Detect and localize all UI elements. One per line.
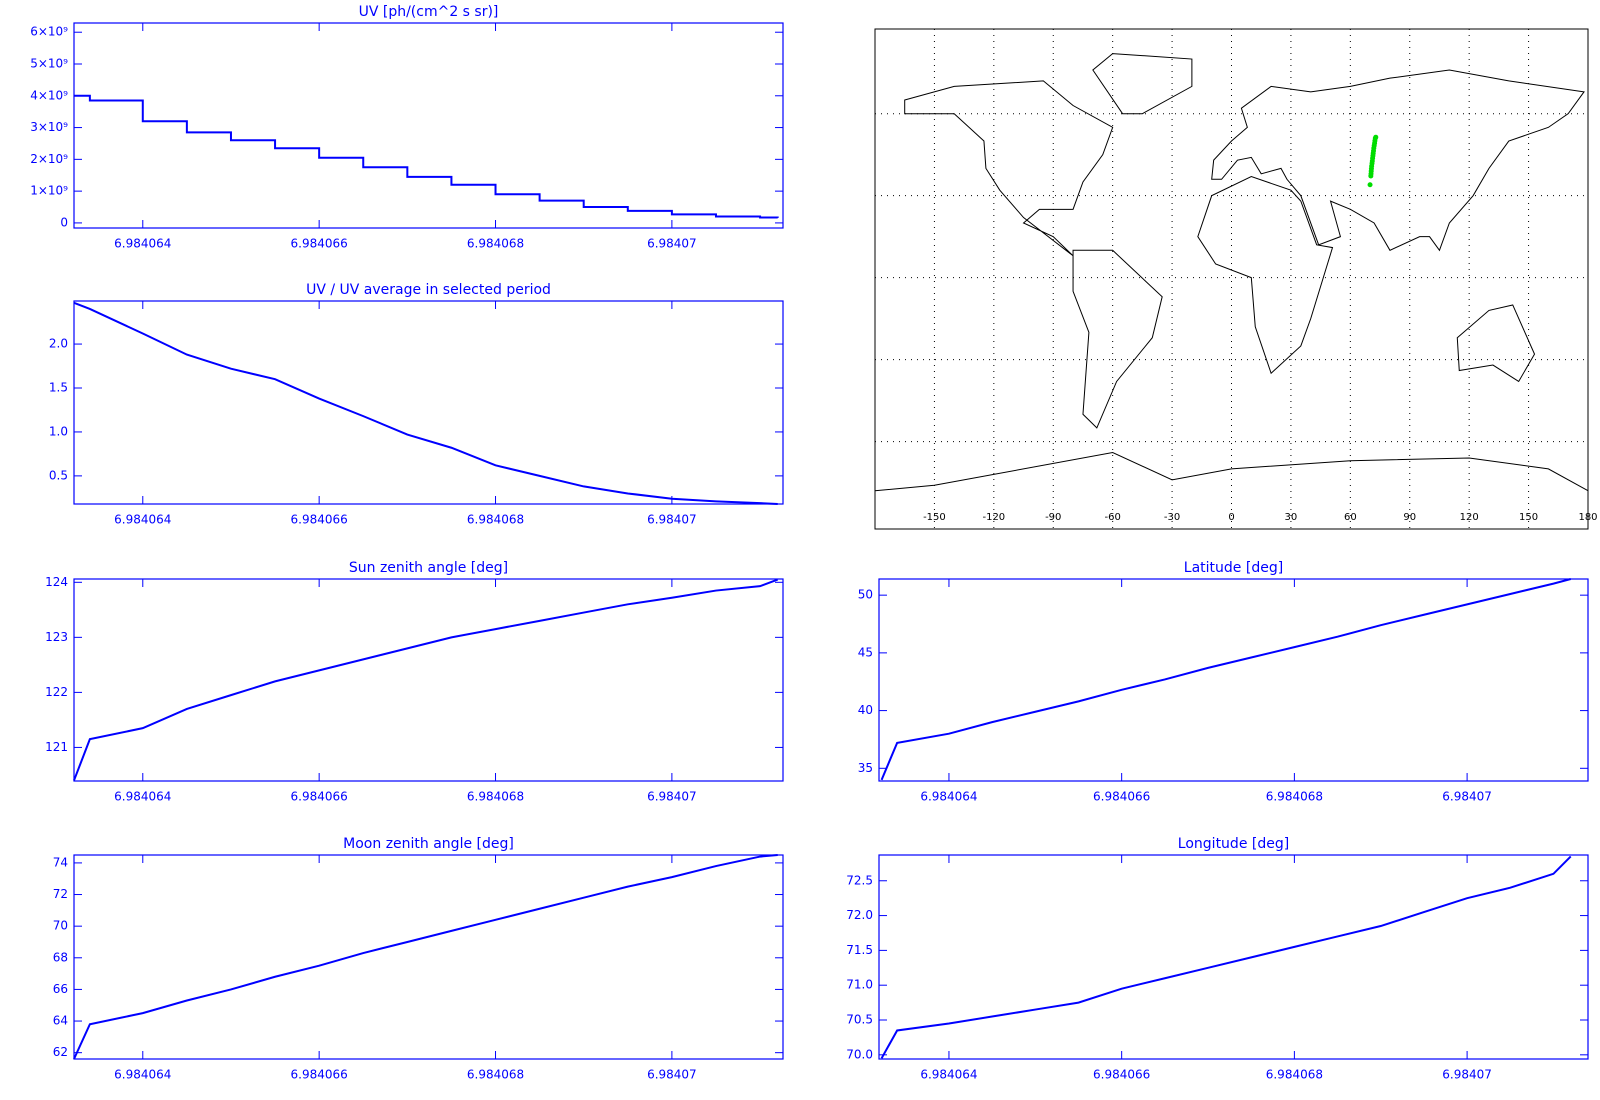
y-tick-label: 0	[60, 215, 68, 229]
plot-frame	[73, 300, 784, 505]
y-tick-label: 4×10⁹	[30, 88, 68, 102]
x-tick-label: -60	[1104, 512, 1120, 523]
y-tick-label: 122	[45, 685, 68, 699]
chart-title: UV / UV average in selected period	[306, 282, 551, 298]
y-tick-label: 66	[53, 982, 68, 996]
data-line	[73, 854, 778, 1060]
y-tick-label: 35	[858, 761, 873, 775]
y-tick-label: 1.5	[49, 381, 68, 395]
x-tick-label: 6.984066	[291, 513, 348, 527]
data-line	[880, 855, 1572, 1059]
y-tick-label: 64	[53, 1014, 68, 1028]
y-tick-label: 0.5	[49, 468, 68, 482]
coastline	[1456, 304, 1536, 383]
x-tick-label: 6.984068	[467, 1068, 524, 1082]
y-tick-label: 5×10⁹	[30, 57, 68, 71]
x-tick-label: 6.98407	[1442, 1068, 1492, 1082]
x-tick-label: -150	[923, 512, 946, 523]
x-tick-label: 6.984064	[114, 1068, 171, 1082]
y-tick-label: 70.5	[846, 1013, 873, 1027]
data-line	[73, 301, 778, 505]
y-tick-label: 71.0	[846, 978, 873, 992]
x-tick-label: 6.984064	[920, 1068, 977, 1082]
x-tick-label: 6.984064	[114, 513, 171, 527]
y-tick-label: 2.0	[49, 337, 68, 351]
y-tick-label: 50	[858, 588, 873, 602]
y-tick-label: 72	[53, 887, 68, 901]
chart-title: Latitude [deg]	[1184, 560, 1283, 576]
x-tick-label: -90	[1045, 512, 1061, 523]
coastline	[1197, 176, 1334, 375]
x-tick-label: 6.984068	[467, 513, 524, 527]
y-tick-label: 124	[45, 575, 68, 589]
y-tick-label: 2×10⁹	[30, 152, 68, 166]
y-tick-label: 3×10⁹	[30, 120, 68, 134]
x-tick-label: 60	[1344, 512, 1357, 523]
x-tick-label: -30	[1164, 512, 1180, 523]
x-tick-label: 6.984068	[467, 237, 524, 251]
x-tick-label: 6.984068	[467, 790, 524, 804]
chart-title: Moon zenith angle [deg]	[343, 836, 514, 852]
x-tick-label: 6.984064	[114, 790, 171, 804]
x-tick-label: 6.984064	[114, 237, 171, 251]
y-tick-label: 62	[53, 1045, 68, 1059]
plot-frame	[73, 854, 784, 1060]
x-tick-label: 6.98407	[647, 513, 697, 527]
x-tick-label: -120	[982, 512, 1005, 523]
y-tick-label: 45	[858, 645, 873, 659]
y-tick-label: 1.0	[49, 424, 68, 438]
coastline	[904, 80, 1114, 257]
y-tick-label: 6×10⁹	[30, 25, 68, 39]
x-tick-label: 0	[1228, 512, 1234, 523]
data-line	[880, 578, 1571, 781]
x-tick-label: 6.98407	[647, 1068, 697, 1082]
plot-frame	[73, 22, 784, 229]
chart-title: UV [ph/(cm^2 s sr)]	[359, 4, 499, 20]
x-tick-label: 6.984068	[1266, 1068, 1323, 1082]
x-tick-label: 6.984066	[291, 237, 348, 251]
track-point	[1367, 182, 1373, 188]
x-tick-label: 6.984064	[920, 790, 977, 804]
x-tick-label: 6.984066	[291, 790, 348, 804]
map-frame	[874, 28, 1589, 530]
y-tick-label: 70	[53, 919, 68, 933]
track-point	[1373, 134, 1379, 140]
plot-frame	[878, 854, 1589, 1060]
coastline	[1072, 249, 1163, 429]
x-tick-label: 6.98407	[647, 237, 697, 251]
y-tick-label: 121	[45, 740, 68, 754]
y-tick-label: 70.0	[846, 1047, 873, 1061]
y-tick-label: 71.5	[846, 943, 873, 957]
y-tick-label: 72.0	[846, 908, 873, 922]
x-tick-label: 6.98407	[1442, 790, 1492, 804]
x-tick-label: 120	[1460, 512, 1479, 523]
coastline	[874, 451, 1589, 492]
data-line	[74, 94, 779, 219]
y-tick-label: 68	[53, 950, 68, 964]
x-tick-label: 6.984066	[1093, 790, 1150, 804]
y-tick-label: 123	[45, 630, 68, 644]
data-line	[73, 578, 779, 781]
chart-title: Longitude [deg]	[1178, 836, 1289, 852]
y-tick-label: 74	[53, 855, 68, 869]
x-tick-label: 180	[1578, 512, 1597, 523]
y-tick-label: 72.5	[846, 873, 873, 887]
chart-title: Sun zenith angle [deg]	[349, 560, 508, 576]
x-tick-label: 150	[1519, 512, 1538, 523]
x-tick-label: 6.98407	[647, 790, 697, 804]
coastline	[1092, 53, 1193, 115]
y-tick-label: 1×10⁹	[30, 184, 68, 198]
coastline	[1211, 69, 1585, 252]
x-tick-label: 6.984066	[291, 1068, 348, 1082]
x-tick-label: 6.984068	[1266, 790, 1323, 804]
x-tick-label: 30	[1285, 512, 1298, 523]
plot-frame	[73, 578, 784, 782]
y-tick-label: 40	[858, 703, 873, 717]
x-tick-label: 6.984066	[1093, 1068, 1150, 1082]
x-tick-label: 90	[1403, 512, 1416, 523]
plot-frame	[878, 578, 1589, 782]
